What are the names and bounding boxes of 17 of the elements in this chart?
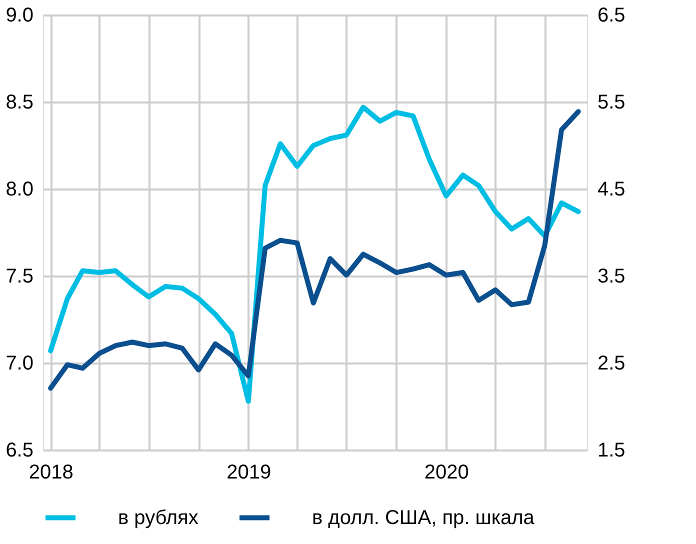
y2-tick-label: 2.5 [598, 352, 626, 374]
x-tick-label: 2019 [226, 462, 272, 484]
y-tick-label: 8.0 [6, 178, 34, 200]
x-tick-label: 2020 [424, 462, 469, 484]
y-tick-label: 9.0 [6, 4, 34, 26]
y2-tick-label: 3.5 [598, 266, 626, 288]
y-tick-label: 7.0 [6, 352, 34, 374]
y-tick-label: 6.5 [6, 440, 34, 462]
x-tick-label: 2018 [28, 462, 74, 484]
legend-label: в долл. США, пр. шкала [312, 506, 536, 529]
y-tick-label: 8.5 [6, 92, 34, 114]
y2-tick-label: 6.5 [598, 4, 626, 26]
y-tick-label: 7.5 [6, 266, 34, 288]
y2-tick-label: 1.5 [598, 440, 626, 462]
legend-label: в рублях [118, 506, 198, 529]
y2-tick-label: 5.5 [598, 92, 626, 114]
y2-tick-label: 4.5 [598, 178, 626, 200]
